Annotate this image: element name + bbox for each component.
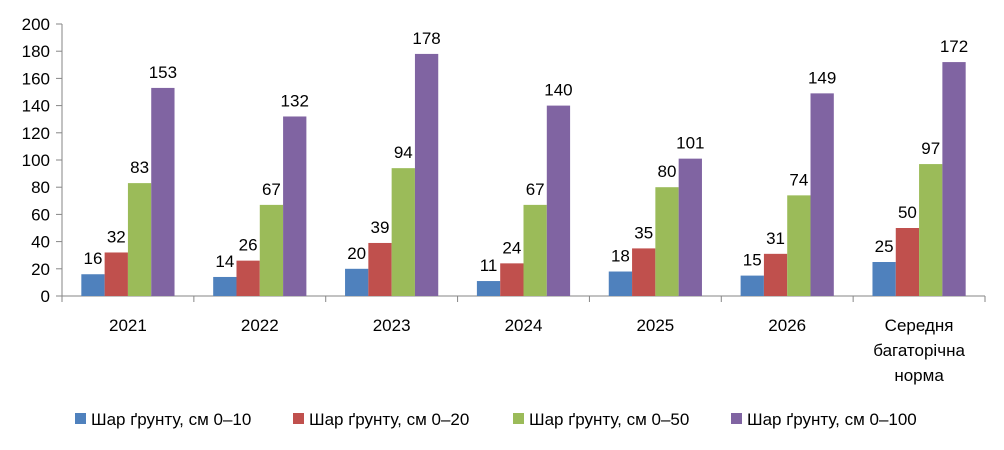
bar [942, 62, 966, 296]
x-category-label: 2023 [373, 316, 411, 335]
bar [919, 164, 943, 296]
bar [127, 183, 152, 296]
bar [345, 268, 369, 296]
bars [81, 53, 966, 296]
data-label: 35 [634, 223, 653, 242]
bar [104, 252, 128, 296]
bar [236, 260, 260, 296]
data-label: 67 [526, 180, 545, 199]
legend-swatch [75, 413, 86, 424]
bar [476, 281, 501, 296]
x-category-label: 2026 [768, 316, 806, 335]
data-label: 50 [898, 203, 917, 222]
bar [546, 105, 571, 296]
data-label: 20 [347, 244, 366, 263]
x-category-label: 2022 [241, 316, 279, 335]
y-tick-label: 200 [22, 15, 50, 34]
y-tick-label: 180 [22, 42, 50, 61]
y-tick-label: 80 [31, 178, 50, 197]
legend-swatch [293, 413, 304, 424]
data-label: 16 [84, 249, 103, 268]
x-category-label: 2025 [636, 316, 674, 335]
bar [740, 275, 764, 296]
data-label: 149 [808, 68, 836, 87]
legend-swatch [513, 413, 524, 424]
data-label: 178 [412, 29, 440, 48]
data-label: 94 [394, 143, 413, 162]
data-label: 172 [940, 37, 968, 56]
bar [523, 204, 547, 296]
bar [259, 204, 284, 296]
legend-label: Шар ґрунту, см 0–10 [91, 410, 251, 429]
bar [368, 242, 392, 296]
data-label: 97 [921, 139, 940, 158]
data-label: 80 [658, 162, 677, 181]
x-category-label: норма [894, 366, 944, 385]
bar [872, 262, 896, 296]
x-category-label: 2021 [109, 316, 147, 335]
bar [632, 248, 656, 296]
data-label: 24 [502, 238, 521, 257]
legend-swatch [731, 413, 742, 424]
bar [678, 158, 702, 296]
y-tick-label: 160 [22, 69, 50, 88]
bar [213, 276, 237, 296]
legend-label: Шар ґрунту, см 0–100 [747, 410, 917, 429]
y-tick-label: 40 [31, 233, 50, 252]
data-label: 132 [281, 91, 309, 110]
legend: Шар ґрунту, см 0–10 Шар ґрунту, см 0–20 Ша… [75, 410, 917, 429]
y-axis-ticks: 0 20 40 60 80 100 120 140 160 180 200 [22, 15, 62, 306]
data-label: 101 [676, 134, 704, 153]
bar [500, 263, 524, 296]
bar [391, 168, 415, 296]
bar [763, 253, 788, 296]
data-label: 140 [544, 81, 572, 100]
data-label: 25 [875, 237, 894, 256]
bar [810, 93, 834, 296]
y-tick-label: 100 [22, 151, 50, 170]
data-label: 26 [239, 236, 258, 255]
bar [414, 53, 439, 296]
data-label: 32 [107, 227, 126, 246]
bar [151, 87, 175, 296]
x-category-label: багаторічна [873, 341, 965, 360]
y-tick-label: 140 [22, 97, 50, 116]
data-label: 153 [149, 63, 177, 82]
bar [283, 116, 307, 296]
x-category-label: 2024 [505, 316, 543, 335]
data-label: 67 [262, 180, 281, 199]
bar [655, 187, 679, 296]
legend-label: Шар ґрунту, см 0–50 [529, 410, 689, 429]
data-label: 18 [611, 247, 630, 266]
y-tick-label: 0 [41, 287, 50, 306]
y-tick-label: 120 [22, 124, 50, 143]
data-label: 14 [215, 252, 234, 271]
data-label: 83 [130, 158, 149, 177]
bar [895, 228, 920, 296]
data-label: 31 [766, 229, 785, 248]
x-axis-categories: 2021 2022 2023 2024 2025 2026 Середня багаторіч… [61, 296, 986, 385]
legend-label: Шар ґрунту, см 0–20 [309, 410, 469, 429]
data-label: 11 [480, 256, 498, 275]
bar [787, 195, 811, 296]
y-tick-label: 60 [31, 205, 50, 224]
data-label: 74 [789, 170, 808, 189]
x-category-label: Середня [885, 316, 954, 335]
data-label: 15 [743, 251, 762, 270]
data-label: 39 [371, 218, 390, 237]
bar [608, 271, 633, 296]
bar [81, 274, 105, 296]
y-tick-label: 20 [31, 260, 50, 279]
